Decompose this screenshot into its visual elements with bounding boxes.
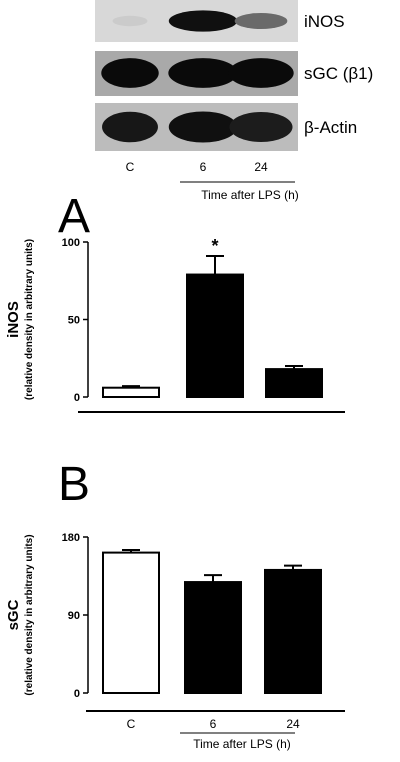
chart-a-bar-C (102, 386, 160, 399)
chart-b-x-tick-label-C: C (127, 717, 136, 731)
chart-a-y-tick-label: 0 (74, 392, 80, 404)
blot-bands (101, 10, 294, 143)
western-blot: iNOS sGC (β1) β-Actin C 6 24 Time after … (95, 0, 373, 202)
blot-band-row2-lane1 (168, 111, 238, 143)
chart-a-y-tick-label: 100 (62, 237, 80, 249)
chart-b-bar-C (102, 551, 160, 694)
chart-a-significance-6: * (211, 236, 218, 256)
blot-band-row2-lane0 (102, 111, 158, 143)
chart-a: 0 50 100 * iNOS (relative density in arbitrar… (5, 236, 345, 413)
chart-a-bar-24 (265, 368, 323, 399)
blot-band-row2-lane2 (229, 111, 293, 143)
chart-b-bar-6 (184, 581, 242, 694)
chart-b-bar-24 (264, 568, 322, 695)
blot-lane-label-c: C (126, 160, 135, 174)
blot-band-row1-lane2 (228, 58, 294, 88)
chart-b-group-label: Time after LPS (h) (193, 737, 291, 751)
blot-band-row0-lane2 (234, 12, 288, 30)
blot-lane-label-6: 6 (200, 160, 207, 174)
chart-a-y-tick-label: 50 (68, 315, 80, 327)
chart-b-y-label-sub: (relative density in arbitrary units) (24, 534, 35, 695)
chart-b-y-tick-label: 90 (68, 610, 80, 622)
blot-label-sgc: sGC (β1) (304, 64, 373, 83)
blot-label-actin: β-Actin (304, 118, 357, 137)
blot-group-label: Time after LPS (h) (201, 188, 299, 202)
blot-band-row1-lane1 (168, 58, 238, 88)
blot-band-row0-lane0 (112, 15, 148, 27)
chart-b-y-label: sGC (5, 599, 22, 630)
panel-label-b: B (58, 458, 90, 511)
chart-a-y-label: iNOS (5, 301, 22, 338)
chart-b-y-tick-label: 180 (62, 532, 80, 544)
chart-b-x-tick-label-24: 24 (286, 717, 300, 731)
chart-b-x-tick-label-6: 6 (210, 717, 217, 731)
chart-b-y-tick-label: 0 (74, 688, 80, 700)
blot-lane-label-24: 24 (254, 160, 268, 174)
chart-a-bar-6 (186, 273, 244, 398)
blot-band-row0-lane1 (168, 10, 238, 32)
chart-a-y-label-sub: (relative density in arbitrary units) (24, 239, 35, 400)
blot-band-row1-lane0 (101, 58, 159, 88)
chart-b: 0 90 180 C 6 24 sGC (relative density in arbitr… (5, 532, 345, 731)
blot-label-inos: iNOS (304, 12, 345, 31)
panel-label-a: A (58, 190, 90, 243)
